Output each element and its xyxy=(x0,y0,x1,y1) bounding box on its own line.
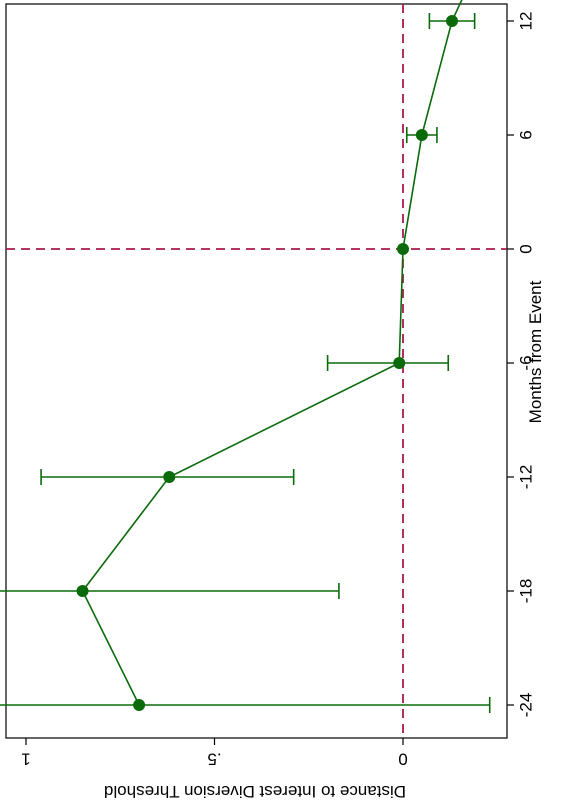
plot-frame xyxy=(5,3,508,739)
x-tick-label: 6 xyxy=(516,130,535,139)
data-point-6 xyxy=(415,129,428,141)
y-tick-label: 1 xyxy=(21,750,30,769)
y-tick-label: .5 xyxy=(207,750,221,769)
data-point--18 xyxy=(76,585,89,597)
y-tick-label: 0 xyxy=(398,750,407,769)
y-axis-label: Distance to Interest Diversion Threshold xyxy=(104,782,406,801)
x-tick-label: -6 xyxy=(516,355,535,370)
data-point--12 xyxy=(163,471,176,483)
x-tick-label: -24 xyxy=(516,693,535,718)
data-point-12 xyxy=(446,15,459,27)
x-tick-label: -18 xyxy=(516,579,535,604)
data-point--24 xyxy=(133,699,146,711)
axes: -24-18-12-60612182430364248-.50.511.52 xyxy=(21,12,535,769)
x-tick-label: 0 xyxy=(516,244,535,253)
x-tick-label: 12 xyxy=(516,12,535,31)
x-tick-label: -12 xyxy=(516,465,535,490)
data-point-0 xyxy=(397,243,409,255)
reference-lines xyxy=(6,4,507,738)
plot-area xyxy=(5,3,508,739)
series-line xyxy=(81,0,463,706)
data-series xyxy=(0,0,491,713)
x-axis-label: Months from Event xyxy=(526,280,545,423)
data-point--6 xyxy=(393,357,406,369)
